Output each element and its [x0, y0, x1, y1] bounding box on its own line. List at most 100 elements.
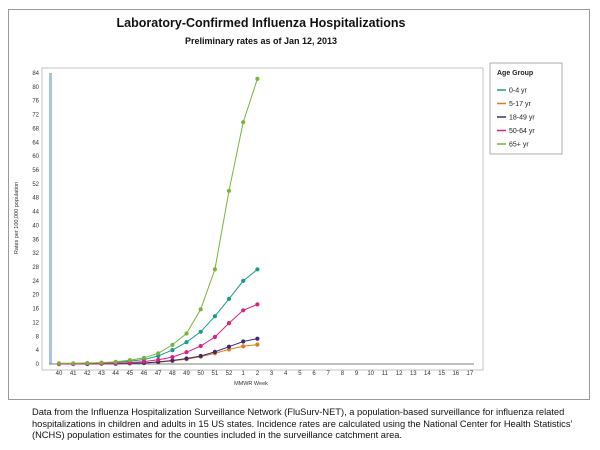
x-tick-label: 3 — [270, 371, 274, 377]
data-point — [127, 358, 132, 363]
x-tick-label: 49 — [183, 371, 190, 377]
data-point — [113, 359, 118, 364]
x-tick-label: 7 — [327, 371, 331, 377]
legend-item: 18-49 yr — [509, 115, 535, 122]
data-point — [198, 353, 203, 359]
x-tick-label: 52 — [226, 371, 233, 377]
x-tick-label: 51 — [212, 371, 219, 377]
chart-caption: Data from the Influenza Hospitalization … — [32, 407, 573, 440]
y-tick-label: 72 — [32, 113, 39, 119]
x-tick-label: 13 — [410, 371, 417, 377]
y-tick-label: 12 — [32, 320, 39, 326]
data-point — [184, 350, 189, 355]
legend-title: Age Group — [497, 70, 533, 77]
data-point — [184, 340, 189, 345]
legend-item: 0-4 yr — [509, 88, 528, 95]
x-tick-label: 45 — [126, 371, 133, 377]
x-axis-label: MMWR Week — [234, 381, 268, 387]
chart: Laboratory-Confirmed Influenza Hospitali… — [14, 16, 563, 387]
data-point — [255, 267, 260, 272]
data-point — [241, 278, 246, 283]
data-point — [226, 321, 232, 326]
legend-box — [489, 62, 563, 155]
x-tick-label: 5 — [298, 371, 302, 377]
data-point — [212, 349, 217, 354]
y-tick-label: 76 — [32, 99, 39, 105]
legend-item: 50-64 yr — [509, 128, 535, 135]
x-tick-label: 47 — [155, 371, 162, 377]
x-tick-label: 11 — [382, 371, 389, 377]
x-tick-label: 6 — [312, 371, 316, 377]
x-tick-label: 4 — [284, 371, 288, 377]
data-point — [212, 267, 217, 272]
y-tick-label: 20 — [32, 293, 39, 299]
data-point — [156, 357, 161, 362]
data-point — [170, 358, 175, 363]
data-point — [56, 361, 62, 366]
y-tick-label: 36 — [32, 237, 39, 243]
data-point — [255, 336, 260, 341]
x-tick-label: 10 — [367, 371, 374, 377]
y-tick-label: 24 — [32, 279, 39, 285]
x-tick-label: 12 — [396, 371, 403, 377]
y-tick-label: 16 — [32, 307, 39, 313]
y-tick-label: 28 — [32, 265, 39, 271]
data-point — [255, 342, 260, 347]
data-point — [198, 329, 203, 334]
y-tick-label: 80 — [32, 85, 39, 91]
y-tick-label: 56 — [32, 168, 39, 174]
data-point — [156, 351, 161, 356]
x-tick-label: 42 — [84, 371, 91, 377]
x-tick-label: 16 — [452, 371, 459, 377]
y-tick-label: 32 — [32, 251, 39, 257]
y-tick-label: 48 — [32, 196, 39, 202]
x-tick-label: 46 — [141, 371, 148, 377]
data-point — [241, 308, 246, 313]
y-tick-label: 40 — [32, 223, 39, 229]
data-point — [170, 355, 175, 360]
data-point — [198, 307, 203, 312]
data-point — [226, 296, 232, 301]
y-tick-label: 68 — [32, 126, 39, 132]
y-tick-label: 44 — [32, 210, 39, 216]
series-line — [59, 78, 258, 364]
data-point — [85, 360, 90, 366]
x-tick-label: 40 — [56, 371, 63, 377]
data-point — [212, 314, 217, 319]
x-tick-label: 1 — [242, 371, 246, 377]
data-point — [170, 348, 175, 353]
season-start-band — [49, 73, 52, 364]
data-point — [255, 302, 260, 307]
data-point — [184, 356, 189, 361]
data-point — [198, 343, 203, 349]
x-tick-label: 50 — [197, 371, 204, 377]
y-tick-label: 8 — [36, 334, 40, 340]
y-tick-label: 52 — [32, 182, 39, 188]
data-point — [226, 188, 232, 193]
legend-item: 65+ yr — [509, 142, 529, 149]
data-point — [255, 76, 260, 81]
plot-area — [41, 67, 484, 371]
data-point — [226, 344, 232, 349]
y-tick-label: 4 — [36, 348, 40, 354]
x-tick-label: 2 — [256, 371, 260, 377]
x-tick-label: 9 — [355, 371, 359, 377]
data-point — [241, 120, 246, 125]
y-tick-label: 64 — [32, 140, 39, 146]
x-tick-label: 41 — [70, 371, 77, 377]
x-tick-label: 44 — [112, 371, 119, 377]
data-point — [71, 361, 76, 366]
y-tick-label: 84 — [32, 71, 39, 77]
data-point — [141, 359, 147, 364]
x-tick-label: 48 — [169, 371, 176, 377]
chart-title: Laboratory-Confirmed Influenza Hospitali… — [117, 16, 406, 30]
y-tick-label: 0 — [36, 362, 40, 368]
x-tick-label: 43 — [98, 371, 105, 377]
data-point — [170, 342, 175, 347]
data-point — [141, 355, 147, 360]
x-tick-label: 8 — [341, 371, 345, 377]
x-tick-label: 14 — [424, 371, 431, 377]
chart-subtitle: Preliminary rates as of Jan 12, 2013 — [185, 36, 337, 46]
data-point — [212, 334, 217, 340]
y-axis-label: Rates per 100,000 population — [14, 182, 20, 254]
